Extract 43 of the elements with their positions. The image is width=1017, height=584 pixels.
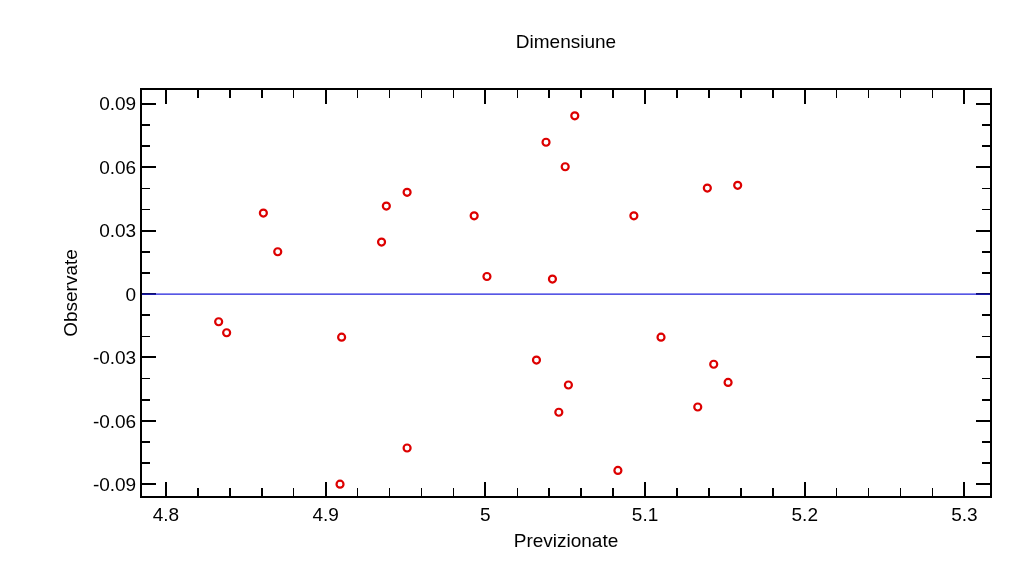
point <box>541 137 551 147</box>
point <box>273 247 283 257</box>
x-tick-label: 5.2 <box>791 503 818 525</box>
point <box>554 407 564 417</box>
y-tick-label: 0 <box>125 283 137 305</box>
point <box>469 211 479 221</box>
point <box>629 211 639 221</box>
point <box>613 465 623 476</box>
point <box>222 328 232 338</box>
y-tick-label: -0.06 <box>92 410 137 432</box>
x-tick-label: 5.1 <box>631 503 659 525</box>
y-tick-label: -0.03 <box>92 347 137 369</box>
point <box>531 355 542 365</box>
point <box>723 377 733 388</box>
point <box>258 208 268 218</box>
point <box>402 187 412 197</box>
x-tick-label: 4.8 <box>152 503 180 525</box>
y-axis-title: Observate <box>60 249 82 337</box>
point <box>709 359 719 369</box>
point <box>482 271 492 282</box>
point <box>337 332 347 342</box>
y-tick-label: 0.03 <box>99 220 137 242</box>
y-tick-label: 0.09 <box>99 93 137 115</box>
point <box>563 380 573 390</box>
point <box>214 317 224 327</box>
point <box>570 111 580 121</box>
point <box>693 402 703 412</box>
point <box>402 443 412 453</box>
x-axis-title: Previzionate <box>513 530 619 552</box>
y-tick-label: -0.09 <box>92 474 137 496</box>
point <box>547 274 558 284</box>
point <box>656 332 666 342</box>
point <box>733 180 743 190</box>
x-tick-label: 5.3 <box>951 503 978 525</box>
x-tick-label: 4.9 <box>312 503 339 525</box>
x-tick-label: 5 <box>480 503 491 525</box>
point <box>702 183 712 193</box>
chart-title: Dimensiune <box>515 31 617 53</box>
point <box>560 162 570 172</box>
point <box>335 479 345 489</box>
point <box>376 237 387 247</box>
point <box>381 201 391 211</box>
y-tick-label: 0.06 <box>99 156 137 178</box>
